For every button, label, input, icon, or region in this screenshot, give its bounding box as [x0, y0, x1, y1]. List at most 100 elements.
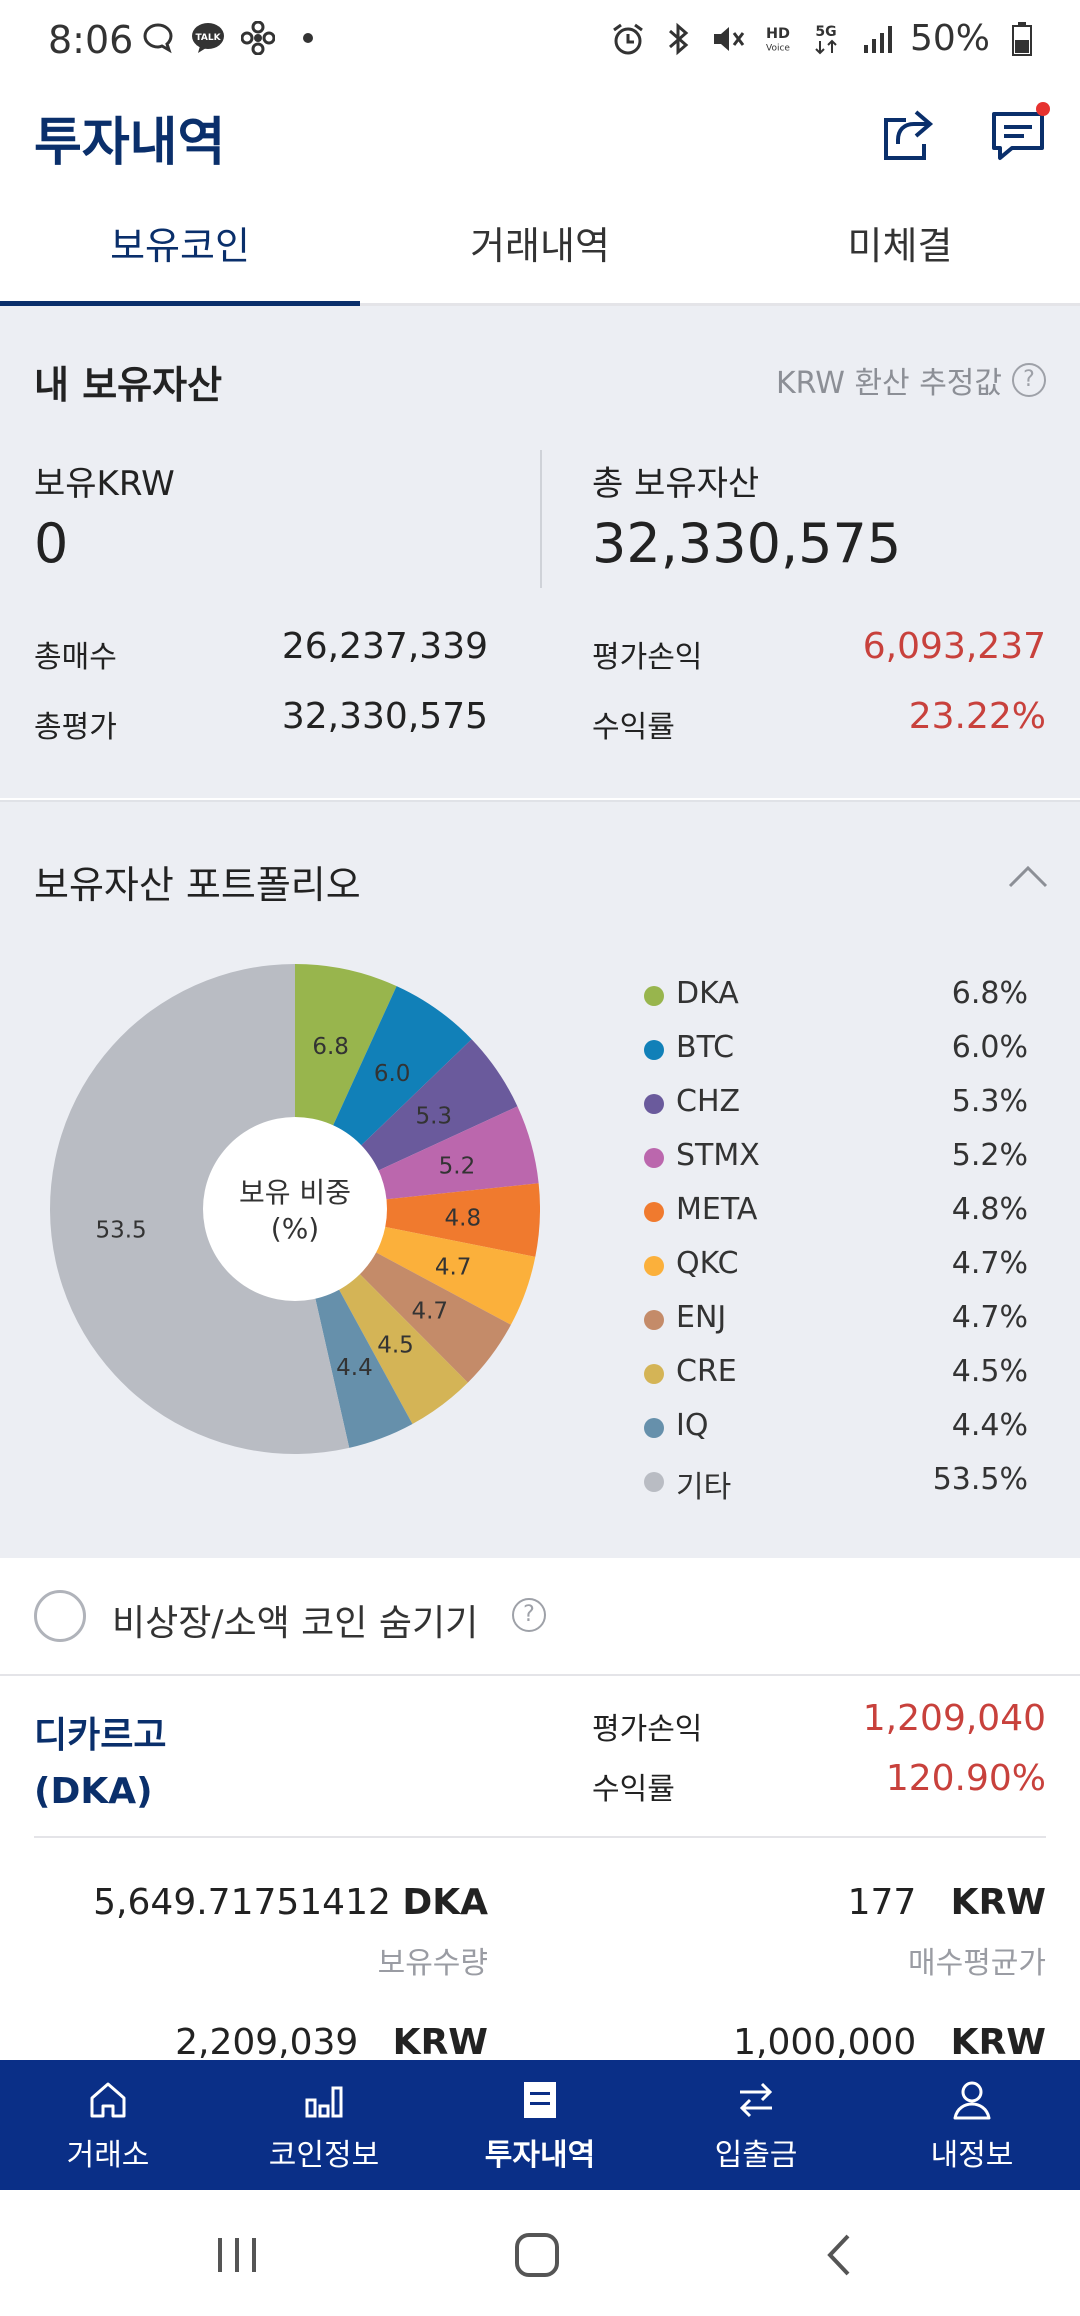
nav-label: 투자내역: [484, 2138, 596, 2173]
nav-label: 거래소: [66, 2138, 150, 2173]
total-eval-label: 총평가: [34, 710, 117, 745]
chat-bubble-icon: [140, 20, 176, 56]
battery-percent: 50%: [909, 18, 990, 59]
legend-item: BTC 6.0%: [644, 1024, 1030, 1078]
legend-label: META: [676, 1192, 758, 1227]
coin-quantity-unit: DKA: [402, 1882, 488, 1923]
status-left-icons: TALK: [140, 20, 326, 56]
coin-avg-price-unit: KRW: [950, 1882, 1046, 1923]
collapse-button[interactable]: [1006, 862, 1050, 892]
coin-return-value: 120.90%: [885, 1758, 1046, 1799]
pie-center-unit: (%): [271, 1212, 319, 1245]
coin-card[interactable]: 디카르고 (DKA) 평가손익 1,209,040 수익률 120.90% 5,…: [0, 1676, 1080, 2060]
divider: [34, 1836, 1046, 1838]
app-header: 투자내역: [0, 84, 1080, 196]
legend-color-swatch: [644, 1472, 664, 1492]
message-icon: [992, 112, 1044, 160]
legend-label: IQ: [676, 1408, 709, 1443]
home-icon: [90, 2082, 126, 2118]
coin-buy-value: 1,000,000: [733, 2022, 917, 2060]
divider: [540, 450, 542, 588]
status-right-icons: HD Voice 5G 50%: [610, 18, 1040, 59]
legend-color-swatch: [644, 1148, 664, 1168]
tab-unfilled[interactable]: 미체결: [847, 224, 953, 268]
return-label: 수익률: [592, 710, 675, 745]
pie-slice-label: 6.8: [312, 1034, 349, 1060]
coin-avg-price: 177 KRW: [848, 1882, 1046, 1923]
total-eval-value: 32,330,575: [281, 696, 488, 737]
legend-item: IQ 4.4%: [644, 1402, 1030, 1456]
recent-apps-icon[interactable]: [212, 2230, 262, 2280]
tab-held-coins[interactable]: 보유코인: [0, 196, 360, 306]
battery-icon: [1004, 21, 1040, 57]
return-value: 23.22%: [908, 696, 1046, 737]
help-icon[interactable]: ?: [512, 1598, 546, 1632]
bar-chart-icon: [305, 2086, 343, 2118]
legend-percent: 4.5%: [951, 1354, 1028, 1389]
nav-label: 내정보: [930, 2138, 1014, 2173]
coin-buy-amount: 1,000,000 KRW: [733, 2022, 1046, 2060]
pie-slice-label: 6.0: [374, 1061, 411, 1087]
legend-item: META 4.8%: [644, 1186, 1030, 1240]
help-icon[interactable]: ?: [1012, 363, 1046, 397]
coin-return-label: 수익률: [592, 1772, 675, 1807]
svg-text:Voice: Voice: [766, 43, 790, 53]
krw-estimate-note[interactable]: KRW 환산 추정값 ?: [776, 358, 1046, 402]
chart-legend: DKA 6.8% BTC 6.0% CHZ 5.3% STMX 5.2% META 4.8% QKC…: [644, 970, 1030, 1510]
hide-small-coins-label: 비상장/소액 코인 숨기기: [112, 1603, 479, 1644]
5g-signal-icon: 5G: [810, 21, 846, 57]
mute-icon: [710, 21, 746, 57]
cell-signal-icon: [860, 21, 896, 57]
share-button[interactable]: [876, 102, 940, 166]
legend-percent: 53.5%: [932, 1462, 1028, 1497]
hide-small-coins-radio[interactable]: [34, 1590, 86, 1642]
transfer-icon: [739, 2082, 773, 2118]
coin-name-korean: 디카르고: [34, 1715, 167, 1756]
legend-color-swatch: [644, 1040, 664, 1060]
messages-button[interactable]: [986, 102, 1050, 166]
krw-estimate-label: KRW 환산 추정값: [775, 366, 1002, 401]
alarm-icon: [610, 21, 646, 57]
tab-bar: 보유코인 거래내역 미체결: [0, 196, 1080, 306]
legend-item: QKC 4.7%: [644, 1240, 1030, 1294]
coin-name: 디카르고 (DKA): [34, 1708, 166, 1820]
pinwheel-icon: [240, 20, 276, 56]
document-icon: [524, 2082, 556, 2118]
legend-label: CRE: [676, 1354, 737, 1389]
legend-color-swatch: [644, 1364, 664, 1384]
pie-slice-label: 4.4: [336, 1355, 373, 1381]
nav-my-info[interactable]: 내정보: [864, 2060, 1080, 2190]
back-icon[interactable]: [816, 2230, 866, 2280]
legend-percent: 6.0%: [951, 1030, 1028, 1065]
legend-color-swatch: [644, 1418, 664, 1438]
legend-percent: 4.4%: [951, 1408, 1028, 1443]
nav-deposit-withdraw[interactable]: 입출금: [648, 2060, 864, 2190]
nav-label: 입출금: [714, 2138, 798, 2173]
svg-text:5G: 5G: [815, 24, 836, 40]
share-icon: [884, 110, 934, 160]
bluetooth-icon: [660, 21, 696, 57]
total-buy-label: 총매수: [34, 640, 117, 675]
home-button-icon[interactable]: [512, 2230, 562, 2280]
user-icon: [953, 2081, 991, 2120]
nav-label: 코인정보: [268, 2138, 380, 2173]
legend-percent: 5.3%: [951, 1084, 1028, 1119]
tab-trade-history[interactable]: 거래내역: [470, 224, 610, 268]
chevron-up-icon: [1008, 865, 1048, 888]
dot-icon: [290, 20, 326, 56]
coin-pl-label: 평가손익: [592, 1712, 703, 1747]
coin-quantity-value: 5,649.71751412: [93, 1882, 391, 1923]
nav-coin-info[interactable]: 코인정보: [216, 2060, 432, 2190]
coin-quantity-label: 보유수량: [377, 1946, 488, 1981]
nav-exchange[interactable]: 거래소: [0, 2060, 216, 2190]
held-krw-value: 0: [34, 512, 69, 575]
nav-investments[interactable]: 투자내역: [432, 2060, 648, 2190]
hide-small-coins-row[interactable]: 비상장/소액 코인 숨기기 ?: [0, 1558, 1080, 1676]
coin-buy-unit: KRW: [950, 2022, 1046, 2060]
coin-eval-unit: KRW: [392, 2022, 488, 2060]
legend-label: 기타: [676, 1470, 732, 1505]
portfolio-pie-chart: 6.8 6.05.3 5.2 4.8 4.7 4.7 4.54.4 53.5 보유 비중 (%…: [50, 964, 540, 1454]
legend-color-swatch: [644, 1202, 664, 1222]
status-time: 8:06: [48, 18, 134, 62]
legend-label: QKC: [676, 1246, 739, 1281]
